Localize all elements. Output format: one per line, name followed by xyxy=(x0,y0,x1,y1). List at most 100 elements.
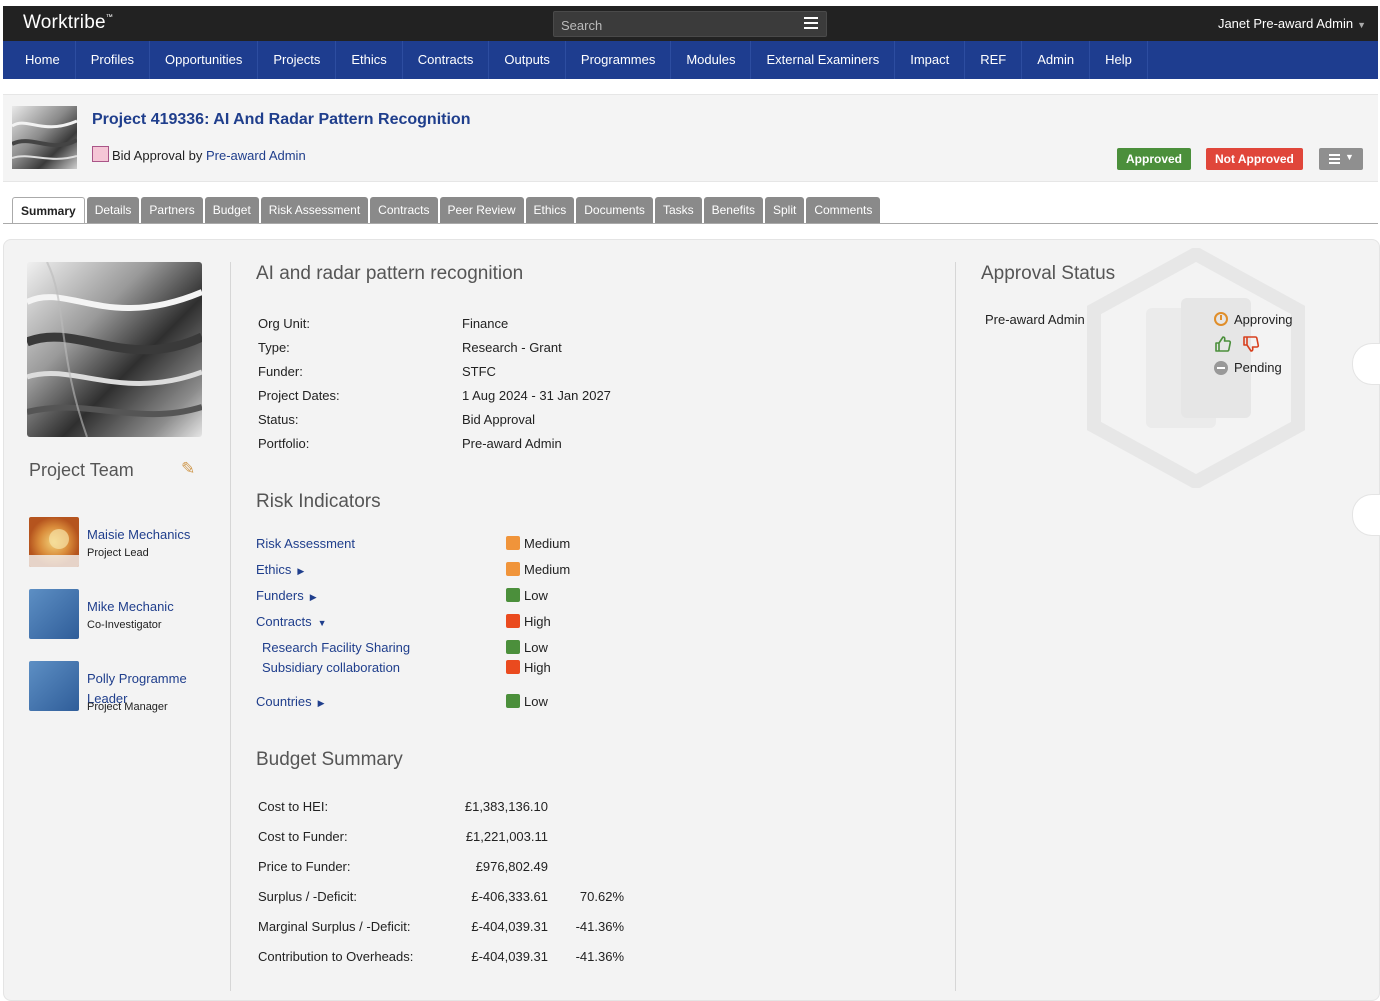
tab-contracts[interactable]: Contracts xyxy=(370,197,438,223)
chevron-down-icon: ▼ xyxy=(1357,20,1366,30)
project-header: Project 419336: AI And Radar Pattern Rec… xyxy=(3,94,1378,182)
tab-split[interactable]: Split xyxy=(764,197,805,223)
field-label: Org Unit: xyxy=(258,316,311,331)
risk-swatch xyxy=(506,694,520,708)
nav-modules[interactable]: Modules xyxy=(671,41,752,79)
thumbs-down-icon[interactable] xyxy=(1242,335,1260,353)
nav-admin[interactable]: Admin xyxy=(1022,41,1091,79)
budget-value: £-406,333.61 xyxy=(471,889,548,904)
risk-link-risk-assessment[interactable]: Risk Assessment xyxy=(256,536,355,551)
budget-value: £1,221,003.11 xyxy=(465,829,548,844)
nav-opportunities[interactable]: Opportunities xyxy=(150,41,259,79)
approval-vote-buttons xyxy=(1214,335,1266,353)
search-input[interactable] xyxy=(559,15,783,35)
tab-peer-review[interactable]: Peer Review xyxy=(439,197,524,223)
minus-circle-icon xyxy=(1214,361,1228,375)
nav-projects[interactable]: Projects xyxy=(258,41,337,79)
risk-swatch xyxy=(506,588,520,602)
tab-comments[interactable]: Comments xyxy=(806,197,881,223)
user-menu[interactable]: Janet Pre-award Admin ▼ xyxy=(1217,16,1366,31)
main-nav: Home Profiles Opportunities Projects Eth… xyxy=(3,41,1378,79)
caret-right-icon: ▶ xyxy=(317,698,325,708)
field-value: STFC xyxy=(462,364,496,379)
tab-documents[interactable]: Documents xyxy=(576,197,653,223)
column-divider xyxy=(230,262,231,991)
nav-ref[interactable]: REF xyxy=(965,41,1023,79)
risk-level: High xyxy=(506,614,551,629)
risk-link-contracts[interactable]: Contracts ▼ xyxy=(256,614,327,629)
not-approved-button[interactable]: Not Approved xyxy=(1206,148,1303,170)
risk-link-subsidiary-collaboration[interactable]: Subsidiary collaboration xyxy=(262,660,401,675)
risk-level: Low xyxy=(506,694,548,709)
risk-link-countries[interactable]: Countries ▶ xyxy=(256,694,325,709)
project-thumbnail xyxy=(12,106,77,169)
tab-risk-assessment[interactable]: Risk Assessment xyxy=(260,197,369,223)
nav-help[interactable]: Help xyxy=(1090,41,1148,79)
member-role: Co-Investigator xyxy=(87,619,162,631)
actions-menu-button[interactable]: ▼ xyxy=(1319,148,1363,170)
field-label: Funder: xyxy=(258,364,303,379)
tab-budget[interactable]: Budget xyxy=(204,197,259,223)
watermark-book-icon xyxy=(1087,248,1305,488)
nav-contracts[interactable]: Contracts xyxy=(403,41,490,79)
risk-level: High xyxy=(506,660,551,675)
budget-label: Cost to Funder: xyxy=(258,829,348,844)
budget-percent: -41.36% xyxy=(575,949,624,964)
caret-right-icon: ▶ xyxy=(297,566,305,576)
panel-notch xyxy=(1352,343,1380,385)
project-summary-heading: AI and radar pattern recognition xyxy=(256,263,524,284)
avatar[interactable] xyxy=(29,589,79,639)
nav-profiles[interactable]: Profiles xyxy=(76,41,151,79)
risk-link-research-facility-sharing[interactable]: Research Facility Sharing xyxy=(262,640,411,655)
search-menu-icon[interactable] xyxy=(804,17,818,30)
risk-link-ethics[interactable]: Ethics ▶ xyxy=(256,562,305,577)
tab-summary[interactable]: Summary xyxy=(12,197,85,224)
member-role: Project Lead xyxy=(87,547,149,559)
status-owner-link[interactable]: Pre-award Admin xyxy=(205,148,306,163)
field-value: 1 Aug 2024 - 31 Jan 2027 xyxy=(462,388,611,403)
tab-bar: Summary Details Partners Budget Risk Ass… xyxy=(12,197,882,224)
member-name-link[interactable]: Maisie Mechanics xyxy=(87,527,191,542)
avatar[interactable] xyxy=(29,517,79,567)
menu-icon xyxy=(1329,154,1340,166)
risk-swatch xyxy=(506,640,520,654)
risk-indicators-heading: Risk Indicators xyxy=(256,491,381,512)
column-divider xyxy=(955,262,956,991)
budget-value: £1,383,136.10 xyxy=(464,799,548,814)
approver-name: Pre-award Admin xyxy=(985,312,1085,327)
tab-details[interactable]: Details xyxy=(86,197,140,223)
budget-label: Surplus / -Deficit: xyxy=(258,889,357,904)
risk-link-funders[interactable]: Funders ▶ xyxy=(256,588,317,603)
budget-label: Contribution to Overheads: xyxy=(258,949,414,964)
app-logo[interactable]: Worktribe™ xyxy=(23,12,113,33)
budget-label: Marginal Surplus / -Deficit: xyxy=(258,919,411,934)
approval-state-next: Pending xyxy=(1214,360,1282,375)
clock-icon xyxy=(1214,312,1228,326)
tab-benefits[interactable]: Benefits xyxy=(703,197,763,223)
top-bar: Worktribe™ Janet Pre-award Admin▼ xyxy=(3,6,1378,41)
edit-pencil-icon[interactable]: ✎ xyxy=(181,459,196,478)
nav-outputs[interactable]: Outputs xyxy=(489,41,566,79)
chevron-down-icon: ▼ xyxy=(1345,152,1354,162)
nav-programmes[interactable]: Programmes xyxy=(566,41,672,79)
avatar[interactable] xyxy=(29,661,79,711)
member-name-link[interactable]: Mike Mechanic xyxy=(87,599,174,614)
field-value: Finance xyxy=(462,316,509,331)
nav-external-examiners[interactable]: External Examiners xyxy=(751,41,896,79)
approval-status-heading: Approval Status xyxy=(981,263,1116,284)
member-name-link[interactable]: Polly Programme Leader xyxy=(87,671,187,706)
tab-tasks[interactable]: Tasks xyxy=(654,197,702,223)
field-value: Pre-award Admin xyxy=(462,436,562,451)
field-label: Status: xyxy=(258,412,299,427)
risk-swatch xyxy=(506,660,520,674)
tab-ethics[interactable]: Ethics xyxy=(525,197,575,223)
budget-summary-heading: Budget Summary xyxy=(256,749,403,770)
nav-ethics[interactable]: Ethics xyxy=(336,41,403,79)
project-status: Bid Approval by Pre-award Admin xyxy=(92,146,306,163)
approved-button[interactable]: Approved xyxy=(1117,148,1192,170)
thumbs-up-icon[interactable] xyxy=(1214,335,1232,353)
tab-partners[interactable]: Partners xyxy=(141,197,203,223)
search-box xyxy=(553,11,827,37)
nav-home[interactable]: Home xyxy=(3,41,76,79)
nav-impact[interactable]: Impact xyxy=(895,41,966,79)
